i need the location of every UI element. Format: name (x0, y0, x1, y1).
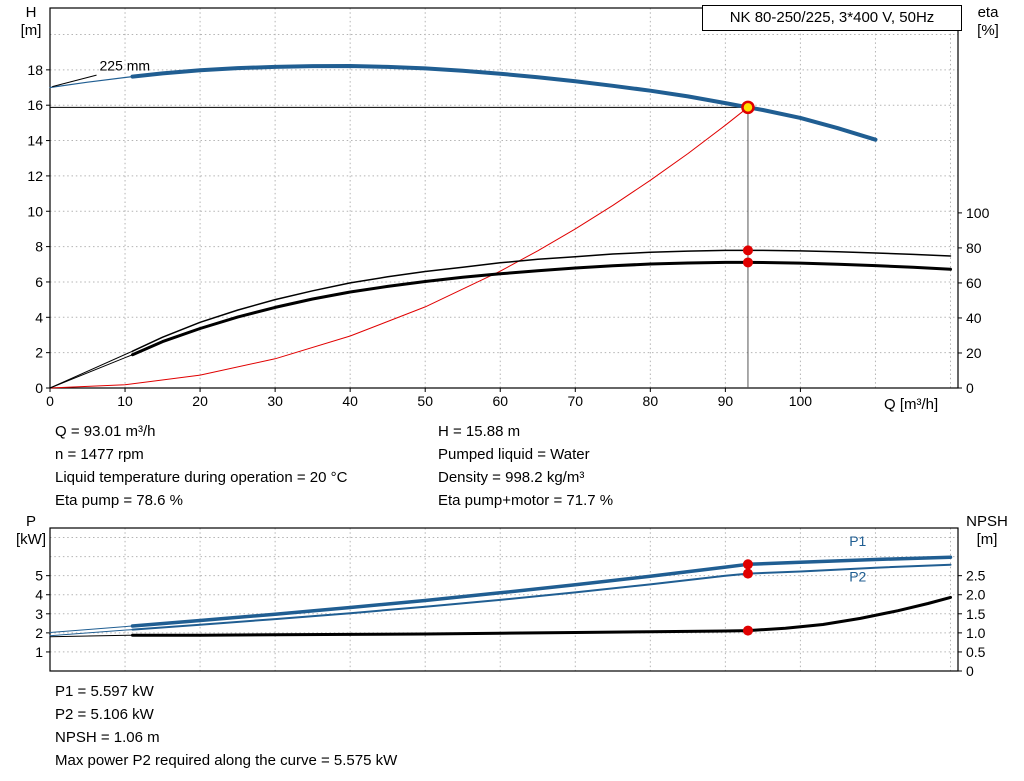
y-tick-label-right: 1.5 (966, 606, 986, 622)
x-tick-label: 40 (342, 393, 358, 409)
series-eta-pump-tail (49, 350, 133, 389)
y-tick-label-left: 0 (35, 380, 43, 396)
power-info: P1 = 5.597 kW P2 = 5.106 kW NPSH = 1.06 … (55, 680, 397, 772)
x-tick-label: 50 (417, 393, 433, 409)
y-tick-label-right: 2.5 (966, 568, 986, 584)
npsh-value-text: NPSH = 1.06 m (55, 729, 160, 746)
y-tick-label-left: 1 (35, 644, 43, 660)
head-axis-label-line1: H (25, 4, 37, 21)
npsh-point (742, 625, 753, 636)
power-axis-label: P [kW] (12, 513, 50, 549)
y-tick-label-left: 14 (27, 133, 43, 149)
y-tick-label-left: 12 (27, 168, 43, 184)
p1-label: P1 (849, 533, 866, 549)
plot-frame (49, 7, 959, 389)
y-tick-label-left: 18 (27, 62, 43, 78)
p1-point (742, 559, 753, 570)
x-tick-label: 100 (789, 393, 813, 409)
x-tick-label: 30 (267, 393, 283, 409)
duty-head-text: H = 15.88 m (438, 423, 521, 440)
impeller-label-leader (52, 74, 97, 88)
plot-frame (49, 527, 959, 672)
series-p2-tail (49, 629, 133, 637)
x-tick-label: 60 (492, 393, 508, 409)
y-tick-label-left: 6 (35, 274, 43, 290)
series-npsh-curve (131, 595, 952, 637)
series-pump-curve-tail (49, 76, 134, 89)
y-tick-label-right: 60 (966, 275, 982, 291)
series-p1-curve (130, 555, 953, 628)
eta-axis-label-line1: eta (977, 4, 999, 21)
y-tick-label-right: 80 (966, 240, 982, 256)
eta-axis-label: eta [%] (966, 4, 1010, 40)
y-tick-label-right: 40 (966, 310, 982, 326)
npsh-axis-label-line2: [m] (976, 531, 998, 548)
series-p2-curve (131, 563, 952, 631)
series-eta-pump-motor (131, 260, 952, 357)
x-tick-label: 0 (46, 393, 54, 409)
y-tick-label-left: 4 (35, 587, 43, 603)
p2-label: P2 (849, 568, 866, 584)
y-tick-label-left: 4 (35, 309, 43, 325)
duty-temperature-text: Liquid temperature during operation = 20… (55, 469, 348, 486)
max-power-text: Max power P2 required along the curve = … (55, 752, 398, 769)
eta-pump-motor-point (742, 257, 753, 268)
x-tick-label: 70 (568, 393, 584, 409)
duty-point (741, 100, 755, 115)
eta-pump-point (742, 245, 753, 256)
series-pump-curve-225mm (130, 64, 878, 142)
impeller-label: 225 mm (100, 58, 151, 74)
head-axis-label: H [m] (12, 4, 50, 40)
series-eta-pump (131, 249, 952, 352)
duty-info-left: Q = 93.01 m³/h n = 1477 rpm Liquid tempe… (55, 420, 347, 512)
y-tick-label-right: 2.0 (966, 587, 986, 603)
duty-flow-text: Q = 93.01 m³/h (55, 423, 156, 440)
x-tick-label: 20 (192, 393, 208, 409)
y-tick-label-right: 0 (966, 663, 974, 679)
x-tick-label: 10 (117, 393, 133, 409)
flow-axis-label: Q [m³/h] (884, 396, 939, 413)
power-axis-label-line2: [kW] (16, 531, 46, 548)
series-p1-tail (49, 625, 133, 633)
y-tick-label-left: 10 (27, 203, 43, 219)
y-tick-label-right: 0 (966, 380, 974, 396)
series-eta-pump-motor-tail (49, 354, 133, 389)
duty-info-right: H = 15.88 m Pumped liquid = Water Densit… (438, 420, 613, 512)
eta-axis-label-line2: [%] (977, 22, 999, 39)
y-tick-label-left: 2 (35, 625, 43, 641)
p1-value-text: P1 = 5.597 kW (55, 683, 154, 700)
npsh-axis-label: NPSH [m] (958, 513, 1016, 549)
p2-value-text: P2 = 5.106 kW (55, 706, 154, 723)
x-tick-label: 90 (718, 393, 734, 409)
x-tick-label: 80 (643, 393, 659, 409)
p2-point (742, 568, 753, 579)
power-axis-label-line1: P (25, 513, 36, 530)
y-tick-label-right: 1.0 (966, 625, 986, 641)
y-tick-label-right: 0.5 (966, 644, 986, 660)
duty-speed-text: n = 1477 rpm (55, 446, 144, 463)
npsh-axis-label-line1: NPSH (966, 513, 1008, 530)
duty-eta-pump-motor-text: Eta pump+motor = 71.7 % (438, 492, 614, 509)
y-tick-label-left: 3 (35, 606, 43, 622)
pump-title-box: NK 80-250/225, 3*400 V, 50Hz (702, 5, 962, 31)
y-tick-label-left: 5 (35, 568, 43, 584)
y-tick-label-left: 2 (35, 345, 43, 361)
series-npsh-tail (49, 634, 133, 638)
duty-eta-pump-text: Eta pump = 78.6 % (55, 492, 183, 509)
duty-liquid-text: Pumped liquid = Water (438, 446, 590, 463)
head-axis-label-line2: [m] (20, 22, 42, 39)
y-tick-label-right: 20 (966, 345, 982, 361)
y-tick-label-left: 16 (27, 97, 43, 113)
duty-density-text: Density = 998.2 kg/m³ (438, 469, 585, 486)
y-tick-label-left: 8 (35, 239, 43, 255)
y-tick-label-right: 100 (966, 205, 990, 221)
